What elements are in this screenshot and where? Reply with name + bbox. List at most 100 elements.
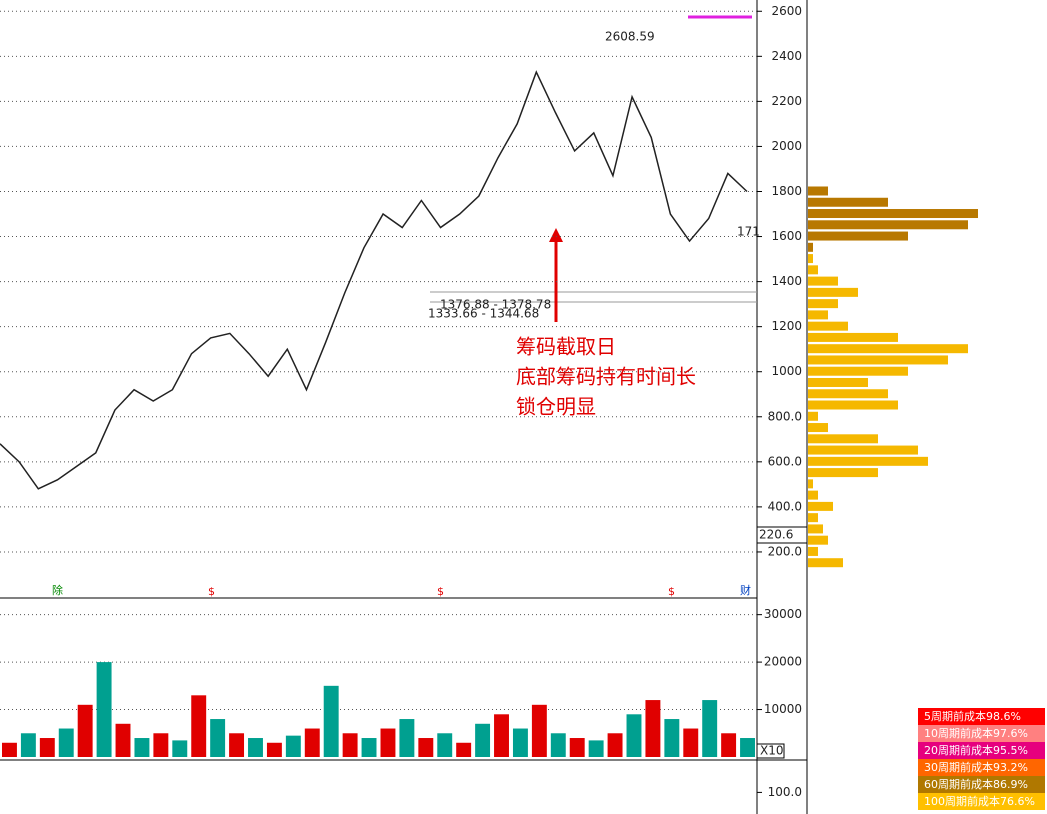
- chip-bar: [808, 389, 888, 399]
- y-tick-label: 1000: [771, 364, 802, 378]
- y-tick-label: 600.0: [768, 454, 802, 468]
- y-tick-label: 1800: [771, 184, 802, 198]
- note: 锁仓明显: [516, 395, 596, 419]
- chip-bar: [808, 276, 838, 286]
- legend-swatch: [918, 776, 1045, 793]
- chip-bar: [808, 411, 818, 421]
- chip-bar: [808, 231, 908, 241]
- volume-bar: [58, 728, 74, 757]
- volume-bar: [77, 704, 93, 757]
- price-box: [756, 526, 808, 544]
- event-marker: $: [208, 585, 215, 598]
- legend-swatch: [918, 708, 1045, 725]
- chip-bar: [808, 524, 823, 534]
- note: 筹码截取日: [516, 335, 616, 359]
- note: 底部筹码持有时间长: [516, 365, 696, 389]
- legend-swatch: [918, 793, 1045, 810]
- range-label: 1333.66 - 1344.68: [428, 307, 539, 321]
- legend-swatch: [918, 759, 1045, 776]
- price-line: [0, 70, 748, 490]
- chip-bar: [808, 242, 813, 252]
- range-label: 1376.88 - 1378.78: [440, 298, 551, 312]
- chip-bar: [808, 186, 828, 196]
- y-tick-label: 2600: [771, 4, 802, 18]
- volume-bar: [399, 719, 415, 757]
- chip-bar: [808, 366, 908, 376]
- y-tick-label: 1200: [771, 319, 802, 333]
- chip-bar: [808, 468, 878, 478]
- volume-bar: [569, 738, 585, 757]
- volume-bar: [702, 700, 718, 757]
- scale-box: [756, 743, 785, 759]
- chip-bar: [808, 254, 813, 264]
- volume-bar: [20, 733, 36, 757]
- chip-bar: [808, 456, 928, 466]
- y-tick-label: 30000: [764, 607, 802, 621]
- last-label: 171: [737, 225, 760, 239]
- chip-bar: [808, 299, 838, 309]
- chip-bar: [808, 355, 948, 365]
- event-marker: 财: [740, 583, 751, 597]
- volume-bar: [191, 695, 207, 757]
- volume-bar: [607, 733, 623, 757]
- chip-bar: [808, 321, 848, 331]
- volume-bar: [418, 738, 434, 757]
- volume-bar: [134, 738, 150, 757]
- volume-bar: [96, 662, 112, 757]
- volume-bar: [2, 742, 17, 757]
- volume-bar: [153, 733, 169, 757]
- chip-bar: [808, 332, 898, 342]
- y-tick-label: 20000: [764, 655, 802, 669]
- chip-bar: [808, 423, 828, 433]
- volume-bar: [323, 685, 339, 757]
- volume-bar: [39, 738, 55, 757]
- volume-bar: [210, 719, 226, 757]
- event-marker: $: [437, 585, 444, 598]
- volume-bar: [664, 719, 680, 757]
- chip-bar: [808, 197, 888, 207]
- volume-bar: [740, 738, 755, 757]
- volume-bar: [304, 728, 320, 757]
- legend-label: 5周期前成本98.6%: [924, 709, 1021, 723]
- y-tick-label: 200.0: [768, 544, 802, 558]
- volume-bar: [380, 728, 396, 757]
- volume-bar: [645, 700, 661, 757]
- price-box-label: 220.6: [759, 528, 793, 542]
- y-tick-label: 1400: [771, 274, 802, 288]
- y-tick-label: 800.0: [768, 409, 802, 423]
- chip-bar: [808, 501, 833, 511]
- volume-bar: [248, 738, 263, 757]
- event-marker: 除: [52, 583, 63, 597]
- y-tick-label: 2200: [771, 94, 802, 108]
- chip-bar: [808, 546, 818, 556]
- volume-bar: [494, 714, 509, 757]
- y-tick-label: 1600: [771, 229, 802, 243]
- volume-bar: [683, 728, 699, 757]
- volume-bar: [266, 742, 282, 757]
- volume-bar: [721, 733, 737, 757]
- event-marker: $: [668, 585, 675, 598]
- chip-bar: [808, 535, 828, 545]
- chip-bar: [808, 220, 968, 230]
- chip-bar: [808, 513, 818, 523]
- volume-bar: [512, 728, 528, 757]
- scale-label: X10: [760, 744, 784, 758]
- chip-bar: [808, 558, 843, 568]
- volume-bar: [342, 733, 358, 757]
- legend-label: 10周期前成本97.6%: [924, 726, 1028, 740]
- y-tick-label: 10000: [764, 702, 802, 716]
- chip-bar: [808, 287, 858, 297]
- volume-bar: [285, 735, 301, 757]
- chip-bar: [808, 434, 878, 444]
- volume-bar: [475, 723, 491, 757]
- y-tick-label: 2000: [771, 139, 802, 153]
- volume-bar: [626, 714, 642, 757]
- volume-bar: [456, 742, 472, 757]
- chip-bar: [808, 209, 978, 219]
- legend-label: 100周期前成本76.6%: [924, 794, 1035, 808]
- volume-bar: [437, 733, 453, 757]
- volume-bar: [229, 733, 245, 757]
- legend-label: 60周期前成本86.9%: [924, 777, 1028, 791]
- volume-bar: [531, 704, 547, 757]
